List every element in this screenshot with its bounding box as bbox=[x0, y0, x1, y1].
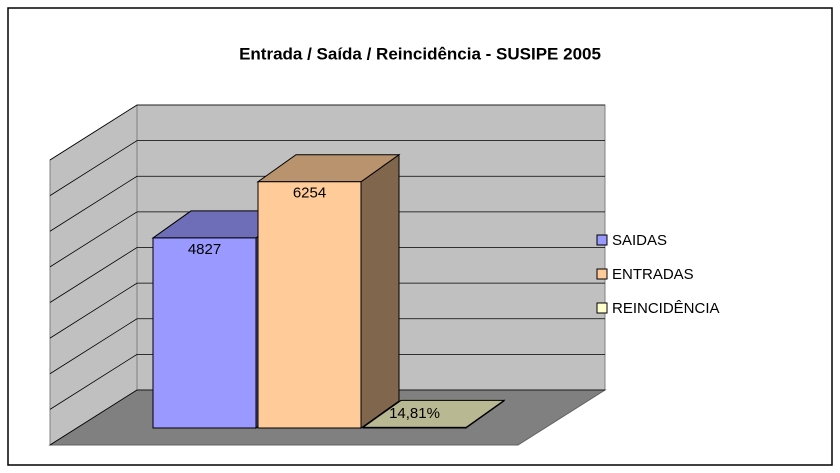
legend: SAIDAS ENTRADAS REINCIDÊNCIA bbox=[596, 232, 720, 317]
bar bbox=[362, 426, 467, 429]
grid-line bbox=[49, 282, 605, 339]
grid bbox=[49, 104, 605, 446]
bar-side bbox=[360, 153, 400, 429]
grid-line bbox=[49, 247, 605, 303]
legend-swatch bbox=[596, 268, 608, 280]
bars: 4827 6254 14,81% bbox=[151, 153, 506, 429]
bar bbox=[152, 237, 257, 429]
legend-swatch bbox=[596, 234, 608, 246]
grid-line bbox=[49, 140, 605, 196]
data-label: 4827 bbox=[188, 241, 221, 258]
legend-label: SAIDAS bbox=[612, 232, 667, 249]
data-label: 14,81% bbox=[389, 405, 440, 422]
legend-swatch bbox=[596, 302, 608, 314]
grid-line bbox=[49, 104, 605, 161]
grid-line bbox=[49, 318, 605, 375]
chart-title: Entrada / Saída / Reincidência - SUSIPE … bbox=[239, 44, 601, 63]
grid-line bbox=[49, 353, 605, 410]
legend-label: ENTRADAS bbox=[612, 266, 694, 283]
grid-line bbox=[49, 389, 605, 446]
data-label: 6254 bbox=[293, 185, 326, 202]
grid-line bbox=[49, 211, 605, 268]
grid-line bbox=[49, 175, 605, 232]
bar bbox=[257, 181, 362, 429]
legend-label: REINCIDÊNCIA bbox=[612, 300, 720, 317]
